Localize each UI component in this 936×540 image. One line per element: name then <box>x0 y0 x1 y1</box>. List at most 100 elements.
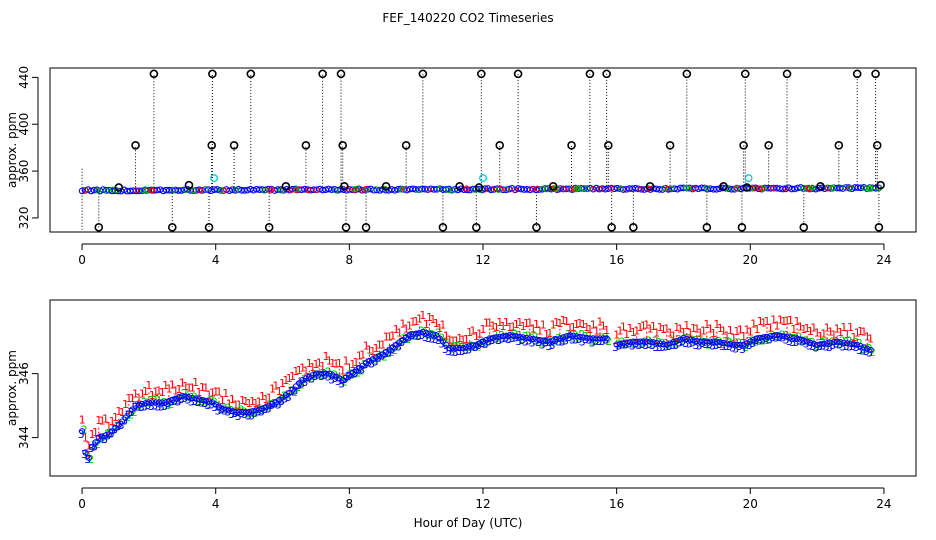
baseline-point <box>372 186 379 193</box>
mean-point <box>680 335 687 342</box>
baseline-point <box>113 187 120 194</box>
series-3-label: 3 <box>221 404 228 417</box>
baseline-point <box>782 184 789 191</box>
series-3-label: 3 <box>482 337 489 350</box>
mean-point <box>673 337 680 345</box>
series-1-label: 1 <box>747 326 754 339</box>
mean-point <box>292 383 300 390</box>
series-3-label: 3 <box>669 339 676 352</box>
mean-point <box>286 389 293 396</box>
series-2-label: 2 <box>461 341 468 354</box>
series-3-label: 3 <box>786 335 793 348</box>
series-3-label: 3 <box>375 351 382 364</box>
series-3-label: 3 <box>769 331 776 344</box>
mean-point <box>423 329 430 336</box>
mean-point <box>757 334 764 341</box>
mean-point <box>670 339 677 346</box>
series-2-label: 2 <box>572 329 579 342</box>
series-1-label: 1 <box>657 321 664 334</box>
series-1-label: 1 <box>583 321 590 334</box>
series-2-label: 2 <box>164 399 171 412</box>
baseline-point <box>313 187 320 193</box>
series-3-label: 3 <box>522 336 529 349</box>
series-2-label: 2 <box>759 335 766 348</box>
series-1-label: 1 <box>653 326 660 339</box>
baseline-point <box>148 187 155 194</box>
series-2-label: 2 <box>622 338 629 351</box>
mean-point <box>449 344 457 352</box>
baseline-point <box>235 185 242 193</box>
series-1-label: 1 <box>854 326 861 339</box>
series-1-label: 1 <box>516 316 523 329</box>
series-3-label: 3 <box>532 335 539 348</box>
baseline-point <box>861 184 868 191</box>
series-1-label: 1 <box>369 345 376 358</box>
series-3-label: 3 <box>826 341 833 354</box>
mean-point <box>162 399 169 406</box>
spike-point <box>184 180 194 190</box>
baseline-point <box>359 187 366 194</box>
series-1-label: 1 <box>536 325 543 338</box>
series-1-label: 1 <box>302 365 309 378</box>
series-2-label: 2 <box>642 335 649 348</box>
baseline-point <box>445 187 452 194</box>
series-1-label: 1 <box>700 324 707 337</box>
series-3-label: 3 <box>228 408 235 421</box>
series-3-label: 3 <box>762 332 769 345</box>
spike-point <box>603 141 613 150</box>
series-3-label: 3 <box>866 346 873 359</box>
bottom-x-tick-label: 24 <box>876 497 891 511</box>
series-2-label: 2 <box>749 335 756 348</box>
series-1-label: 1 <box>667 327 674 340</box>
series-1-label: 1 <box>259 390 266 403</box>
series-1-label: 1 <box>546 327 553 340</box>
mean-point <box>219 405 226 412</box>
baseline-point <box>502 186 509 193</box>
mean-point <box>172 395 179 402</box>
mean-point <box>179 392 186 400</box>
series-1-label: 1 <box>476 328 483 341</box>
series-3-label: 3 <box>646 338 653 351</box>
mean-point <box>793 335 801 342</box>
mean-point <box>837 339 844 346</box>
series-3-label: 3 <box>799 336 806 349</box>
series-1-label: 1 <box>506 321 513 334</box>
baseline-point <box>539 185 546 192</box>
series-1-label: 1 <box>670 329 677 342</box>
series-1-label: 1 <box>276 385 283 398</box>
mean-point <box>533 336 540 343</box>
series-3-label: 3 <box>281 392 288 405</box>
baseline-point <box>683 184 690 191</box>
series-3-label: 3 <box>649 339 656 352</box>
series-3-label: 3 <box>742 338 749 351</box>
mean-point <box>459 344 467 352</box>
series-1-label: 1 <box>520 320 527 333</box>
mean-point <box>332 373 340 380</box>
baseline-point <box>661 185 668 191</box>
series-3-label: 3 <box>676 336 683 349</box>
baseline-point <box>806 185 812 192</box>
series-3-label: 3 <box>271 397 278 410</box>
series-2-label: 2 <box>495 334 502 347</box>
baseline-point <box>574 185 581 192</box>
mean-point <box>563 333 570 340</box>
spike-point <box>876 180 885 190</box>
spike-point <box>418 69 428 79</box>
mean-point <box>479 338 487 345</box>
mean-point <box>299 376 306 384</box>
series-1-label: 1 <box>403 322 410 335</box>
mean-point <box>236 408 243 416</box>
spike-point <box>281 182 291 191</box>
series-1-label: 1 <box>436 322 443 335</box>
spike-point <box>871 69 880 79</box>
baseline-point <box>567 186 574 193</box>
mean-point <box>519 334 527 341</box>
baseline-point <box>733 186 739 193</box>
mean-point <box>429 331 436 338</box>
mean-point <box>526 335 533 342</box>
series-2-label: 2 <box>308 373 315 386</box>
series-1-label: 1 <box>286 372 293 385</box>
series-3-label: 3 <box>739 343 746 356</box>
spike-point <box>336 69 346 79</box>
series-3-label: 3 <box>679 335 686 348</box>
